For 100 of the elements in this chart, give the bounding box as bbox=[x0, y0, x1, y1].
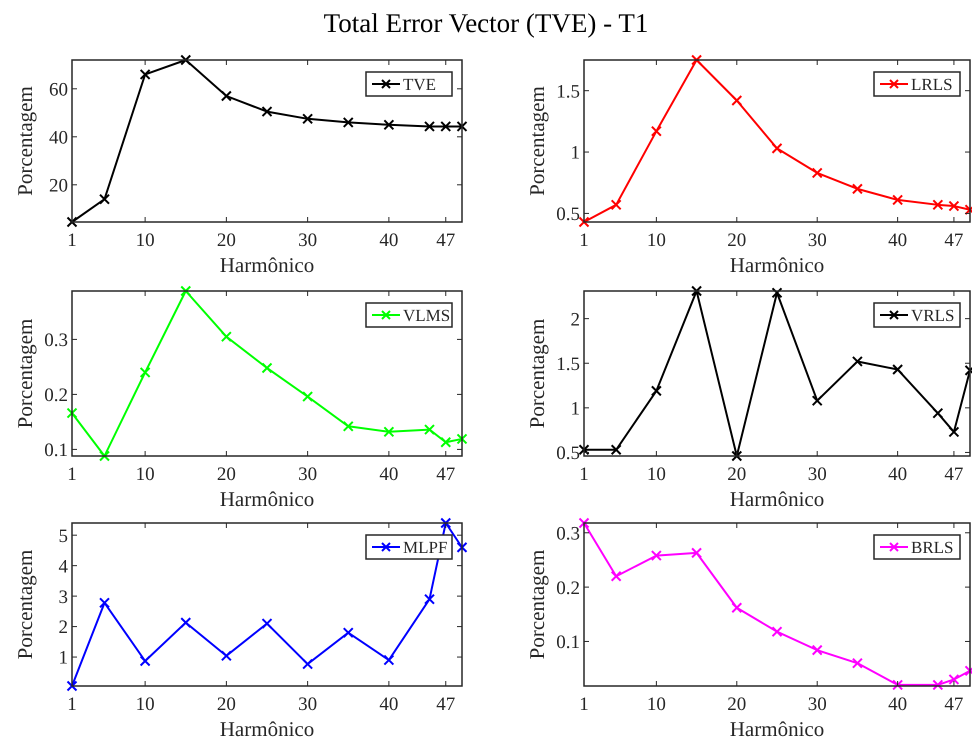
y-axis-title: Porcentagem bbox=[13, 550, 37, 660]
x-tick-label: 30 bbox=[808, 694, 827, 715]
x-tick-label: 30 bbox=[298, 694, 318, 715]
point bbox=[180, 617, 192, 628]
y-axis-title: Porcentagem bbox=[525, 550, 549, 660]
point bbox=[440, 120, 452, 132]
point bbox=[691, 286, 702, 296]
y-tick-label: 1.5 bbox=[556, 354, 580, 375]
y-tick-label: 2 bbox=[570, 309, 580, 330]
y-tick-label: 1 bbox=[570, 142, 580, 164]
point bbox=[456, 433, 468, 444]
point bbox=[610, 570, 622, 582]
x-tick-label: 30 bbox=[808, 464, 827, 485]
x-tick-label: 20 bbox=[216, 694, 236, 715]
y-axis-title: Porcentagem bbox=[13, 86, 37, 196]
x-tick-label: 40 bbox=[888, 694, 908, 715]
point bbox=[180, 54, 192, 66]
point bbox=[342, 627, 354, 638]
point bbox=[424, 424, 435, 436]
legend-label: TVE bbox=[403, 74, 436, 94]
x-tick-label: 10 bbox=[646, 694, 666, 715]
x-tick-label: 47 bbox=[436, 694, 456, 715]
x-axis-title: Harmônico bbox=[730, 253, 824, 277]
y-tick-label: 0.1 bbox=[44, 440, 68, 462]
point bbox=[140, 366, 151, 378]
point bbox=[578, 444, 590, 456]
x-tick-label: 10 bbox=[136, 230, 155, 251]
y-tick-label: 5 bbox=[58, 526, 68, 547]
y-tick-label: 20 bbox=[49, 175, 68, 196]
point bbox=[578, 216, 590, 228]
x-tick-label: 30 bbox=[298, 230, 318, 251]
point bbox=[302, 391, 314, 402]
x-axis-title: Harmônico bbox=[220, 253, 314, 277]
point bbox=[691, 547, 702, 558]
point bbox=[424, 594, 435, 605]
x-tick-label: 47 bbox=[944, 694, 964, 715]
point bbox=[66, 216, 78, 228]
legend-label: VRLS bbox=[911, 306, 954, 325]
point bbox=[66, 408, 78, 419]
point bbox=[302, 113, 314, 124]
x-tick-label: 47 bbox=[436, 464, 456, 485]
point bbox=[650, 126, 662, 137]
x-axis-title: Harmônico bbox=[220, 487, 314, 511]
point bbox=[812, 644, 823, 656]
x-axis-title: Harmônico bbox=[730, 717, 824, 741]
point bbox=[948, 426, 960, 438]
y-tick-label: 60 bbox=[49, 79, 68, 100]
x-tick-label: 10 bbox=[646, 464, 666, 485]
point bbox=[220, 90, 232, 102]
x-tick-label: 30 bbox=[298, 464, 318, 485]
legend-label: VLMS bbox=[403, 306, 450, 325]
point bbox=[456, 120, 468, 132]
point bbox=[456, 542, 468, 553]
point bbox=[731, 95, 742, 106]
x-tick-label: 30 bbox=[808, 230, 827, 251]
point bbox=[302, 658, 314, 670]
y-tick-label: 0.1 bbox=[556, 632, 580, 654]
x-axis-title: Harmônico bbox=[220, 717, 314, 741]
y-tick-label: 1.5 bbox=[556, 81, 580, 102]
point bbox=[892, 194, 904, 206]
point bbox=[650, 385, 662, 396]
legend-label: BRLS bbox=[911, 538, 954, 557]
x-tick-label: 40 bbox=[379, 464, 398, 485]
y-tick-label: 40 bbox=[49, 127, 68, 148]
x-tick-label: 20 bbox=[727, 464, 746, 485]
legend-label: MLPF bbox=[403, 538, 448, 557]
point bbox=[892, 364, 904, 375]
point bbox=[932, 199, 944, 210]
x-tick-label: 40 bbox=[888, 464, 908, 485]
y-axis-title: Porcentagem bbox=[13, 318, 37, 428]
x-tick-label: 20 bbox=[216, 230, 236, 251]
x-tick-label: 10 bbox=[136, 694, 155, 715]
y-tick-label: 4 bbox=[58, 556, 68, 578]
point bbox=[99, 450, 110, 462]
point bbox=[932, 408, 944, 419]
point bbox=[140, 656, 151, 667]
point bbox=[220, 331, 232, 342]
x-axis-title: Harmônico bbox=[730, 487, 824, 511]
legend-label: LRLS bbox=[911, 74, 953, 94]
point bbox=[948, 200, 960, 212]
point bbox=[812, 167, 823, 178]
point bbox=[578, 518, 590, 528]
point bbox=[342, 116, 354, 128]
point bbox=[180, 286, 192, 296]
x-tick-label: 40 bbox=[379, 694, 398, 715]
point bbox=[220, 650, 232, 662]
chart-title: Total Error Vector (TVE) - T1 bbox=[324, 8, 648, 38]
point bbox=[852, 658, 863, 669]
x-tick-label: 40 bbox=[379, 230, 398, 251]
x-tick-label: 10 bbox=[646, 230, 666, 251]
point bbox=[383, 654, 394, 666]
y-axis-title: Porcentagem bbox=[525, 318, 549, 428]
y-axis-title: Porcentagem bbox=[525, 86, 549, 196]
y-tick-label: 1 bbox=[570, 398, 580, 420]
point bbox=[262, 618, 272, 630]
point bbox=[948, 674, 960, 685]
point bbox=[99, 597, 110, 608]
y-tick-label: 0.3 bbox=[556, 523, 580, 544]
y-tick-label: 0.3 bbox=[44, 330, 68, 352]
y-tick-label: 0.2 bbox=[556, 578, 580, 599]
